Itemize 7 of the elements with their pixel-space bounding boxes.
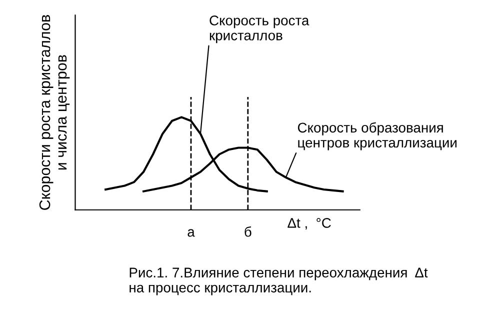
text: Рис.1. 7.Влияние степени переохлаждения Δt на процесс кристаллизации. (130, 268, 428, 296)
x-tick-label: б (244, 226, 252, 237)
x-tick-label: а (188, 229, 195, 237)
x-axis-title: Δt , °C (288, 218, 331, 230)
y-axis-title: Скорости роста кристаллов и числа центров (39, 15, 70, 210)
text: Скорость образования центров кристаллизации (298, 122, 456, 150)
text: Скорость роста кристаллов (210, 16, 310, 44)
